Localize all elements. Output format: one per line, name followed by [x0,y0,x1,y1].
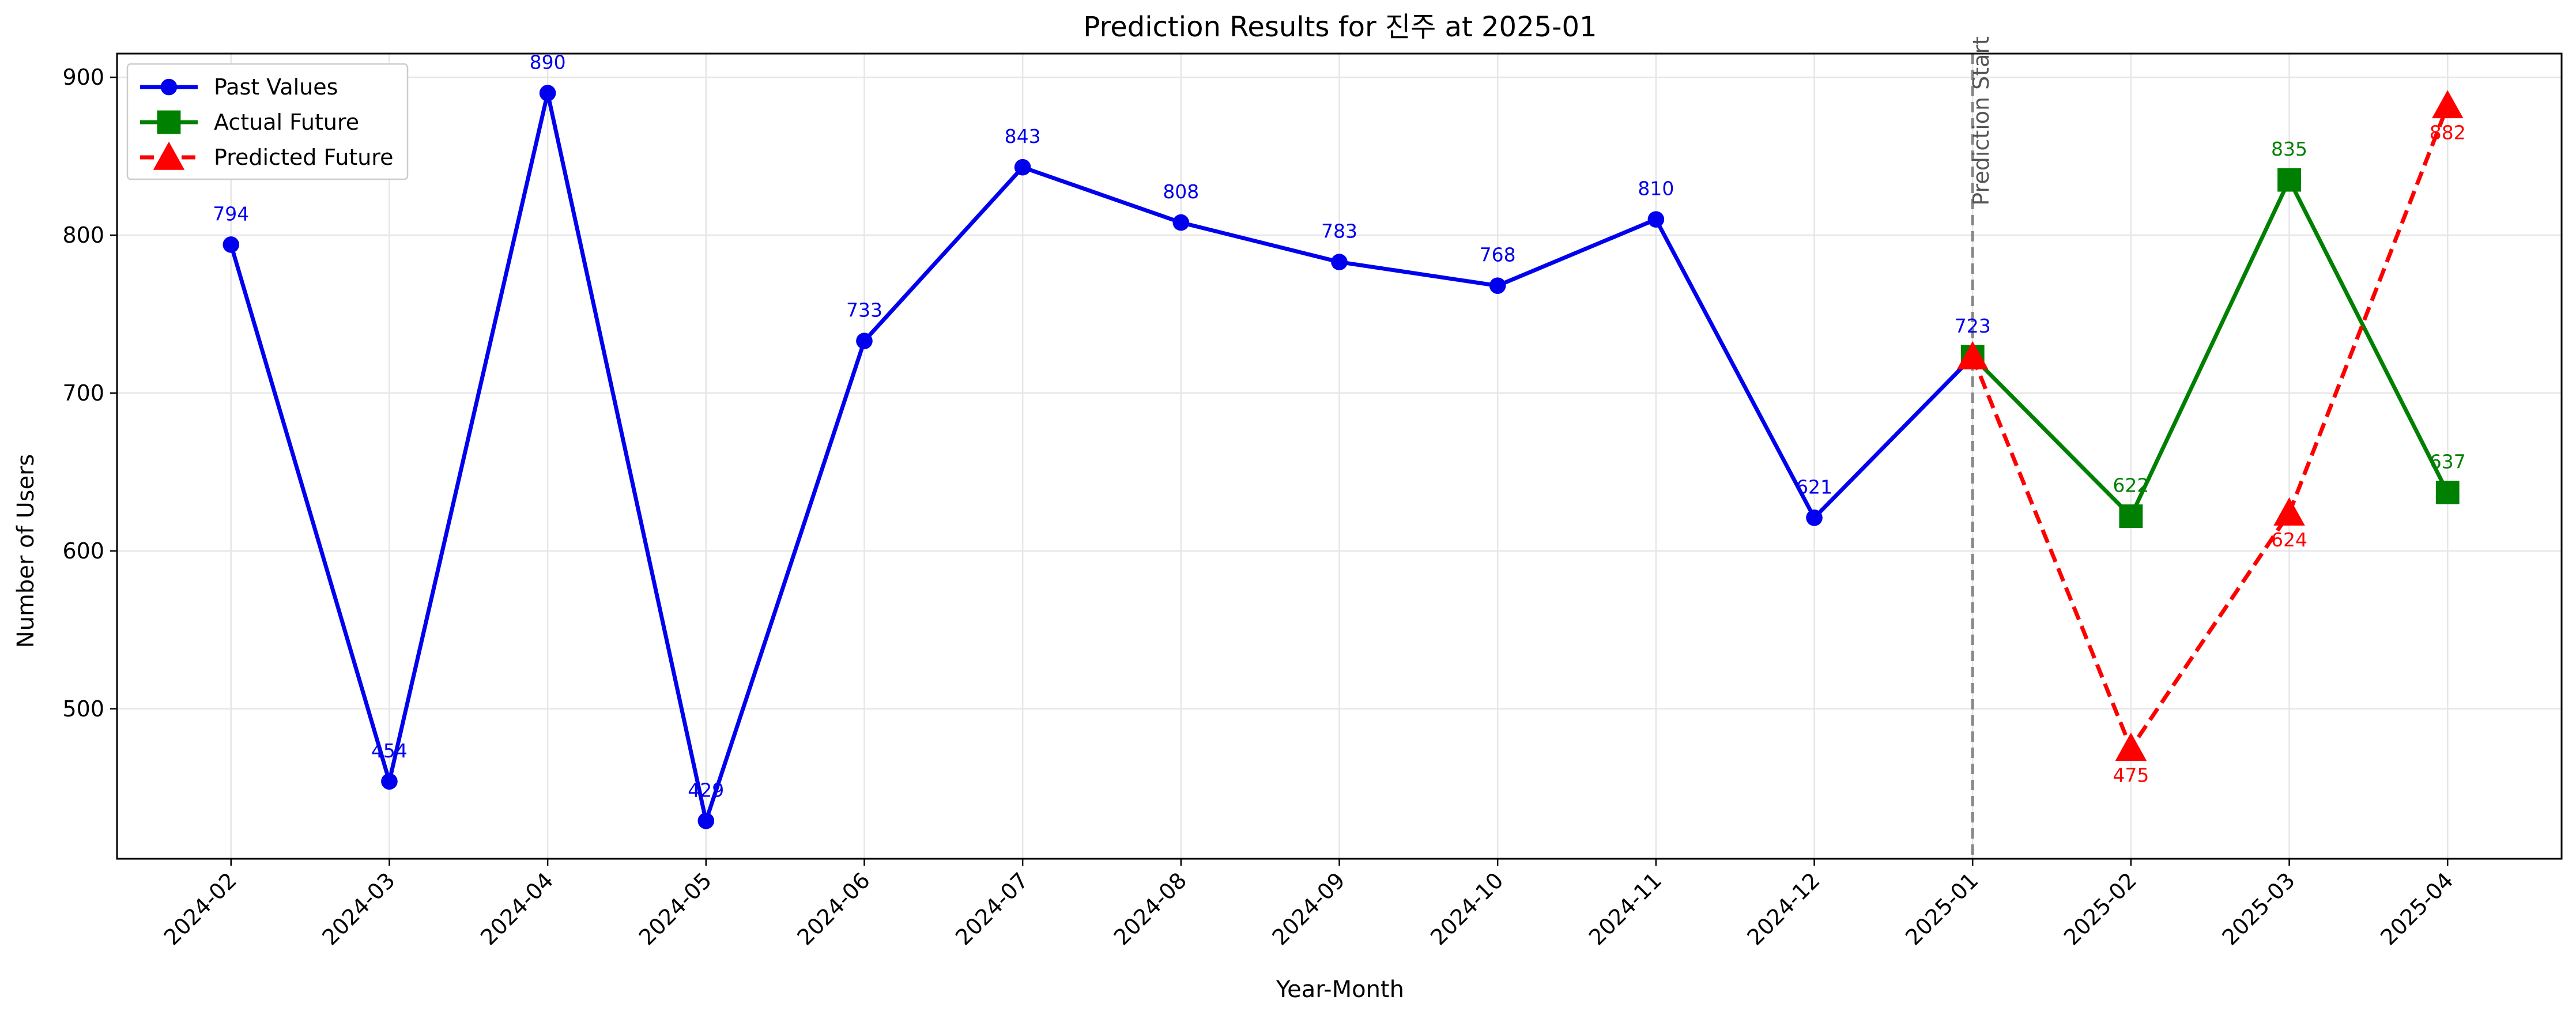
x-tick-label: 2024-12 [1743,867,1825,950]
series-line [1971,178,2450,519]
data-labels: 794 454 890 429 733 843 808 783 768 810 621 723 622 8… [213,51,2465,801]
data-point [153,141,185,170]
data-point [1014,158,1031,176]
x-tick-label: 2024-05 [634,867,716,950]
legend: Past Values Actual Future Predicted Future [126,63,409,180]
legend-entry: Predicted Future [140,141,393,170]
y-tick-label: 500 [62,696,104,722]
data-point [1172,214,1190,231]
x-tick-label: 2024-04 [476,867,558,950]
x-tick-label: 2025-01 [1900,867,1983,950]
data-label: 624 [2271,529,2307,551]
y-axis-label: Number of Users [13,454,39,648]
grid-lines [117,54,2562,859]
y-tick-label: 900 [62,65,104,90]
data-label: 783 [1321,220,1357,243]
y-tick-label: 700 [62,380,104,406]
data-point [2432,90,2464,119]
data-point [856,333,873,349]
legend-entry: Past Values [140,74,338,100]
data-point [2273,497,2305,526]
data-label: 621 [1796,475,1832,498]
series-actual-future [1960,168,2460,528]
x-tick-label: 2024-06 [792,867,874,950]
x-tick-label: 2024-11 [1584,867,1666,950]
data-point [1957,341,1989,369]
x-tick-label: 2024-08 [1109,867,1191,950]
data-point [157,110,181,134]
data-label: 835 [2271,138,2307,160]
x-tick-label: 2024-10 [1425,867,1508,950]
x-tick-label: 2024-09 [1267,867,1349,950]
series-past-values [222,85,1981,829]
x-axis-ticks: 2024-02 2024-03 2024-04 2024-05 2024-06 2024-… [159,859,2458,950]
legend-label: Past Values [214,74,338,100]
legend-entry: Actual Future [140,110,359,135]
data-point [1806,509,1823,526]
data-label: 768 [1480,244,1516,266]
data-point [381,773,398,790]
data-point [2435,481,2460,504]
legend-box [126,63,409,180]
x-axis-label: Year-Month [1276,976,1404,1003]
x-tick-label: 2024-07 [951,867,1033,950]
x-tick-label: 2025-03 [2217,867,2300,950]
data-label: 733 [846,299,882,322]
data-point [2277,168,2301,192]
chart-title: Prediction Results for 진주 at 2025-01 [1083,11,1597,43]
prediction-start-label: Prediction Start [1968,36,1994,206]
data-label: 723 [1955,315,1991,337]
series-line [1970,105,2450,750]
data-label: 637 [2430,451,2466,473]
data-label: 890 [530,51,566,73]
y-tick-label: 600 [62,538,104,564]
data-label: 475 [2113,764,2149,786]
x-tick-label: 2025-04 [2375,867,2458,950]
data-label: 843 [1005,125,1041,148]
prediction-start-annotation: Prediction Start [1968,36,1994,859]
y-axis-ticks: 500 600 700 800 900 [62,65,117,722]
data-label: 454 [371,739,408,762]
data-label: 882 [2430,121,2466,144]
data-point [222,236,240,253]
data-label: 808 [1163,180,1199,203]
y-tick-label: 800 [62,222,104,248]
legend-label: Predicted Future [214,145,393,170]
data-label: 622 [2113,474,2149,497]
x-tick-label: 2025-02 [2059,867,2141,950]
x-tick-label: 2024-03 [317,867,399,950]
data-point [697,812,715,829]
data-point [539,85,556,101]
series-layer [222,85,2464,829]
data-point [1331,254,1348,270]
data-label: 810 [1638,178,1674,200]
series-predicted-future [1957,90,2464,761]
data-point [1489,277,1506,294]
legend-label: Actual Future [214,110,359,135]
data-point [2119,504,2143,528]
data-point [1647,211,1665,228]
data-point [160,78,178,96]
data-point [2115,733,2147,761]
data-label: 794 [213,202,249,225]
x-tick-label: 2024-02 [159,867,242,950]
data-label: 429 [688,779,724,801]
series-line [229,90,1974,823]
